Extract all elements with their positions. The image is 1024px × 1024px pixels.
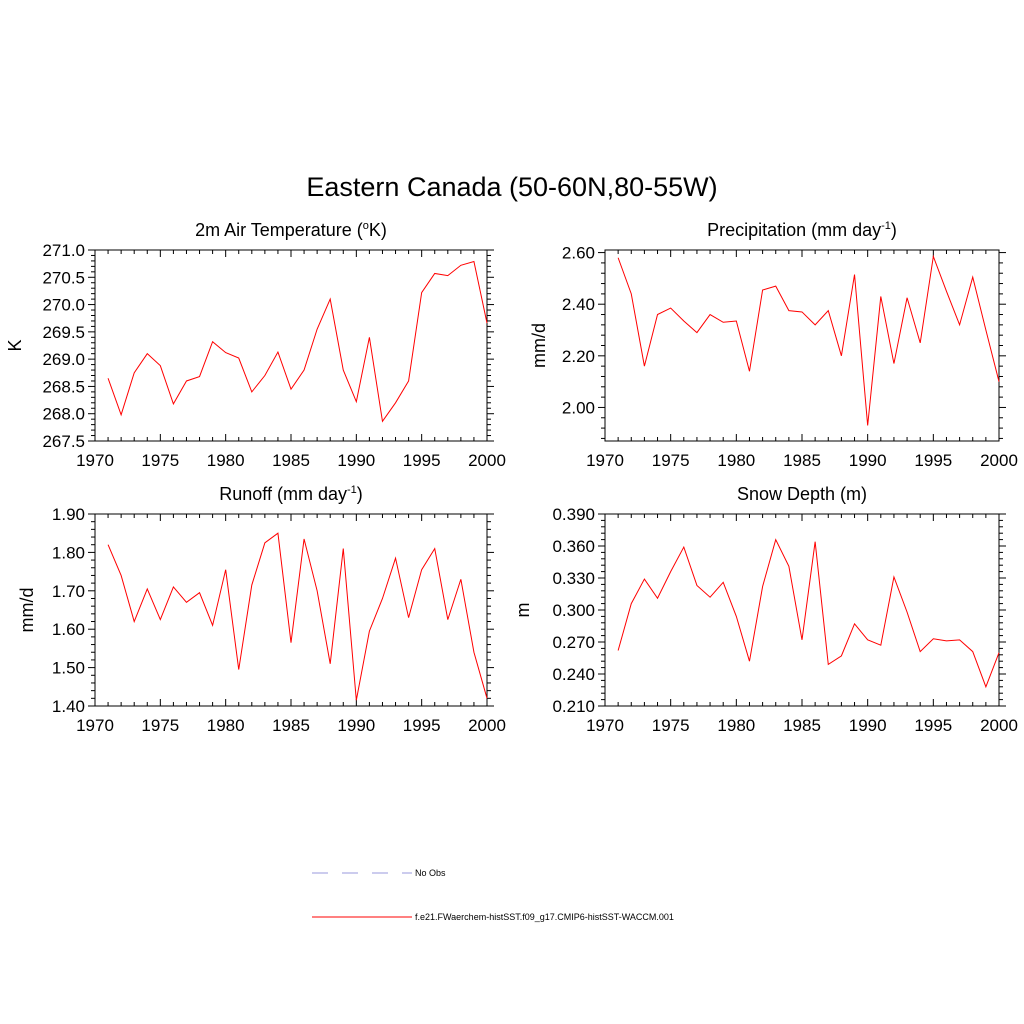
series-line [617, 254, 1000, 426]
legend-label-1: No Obs [415, 868, 446, 878]
series-line [107, 532, 488, 701]
x-tick-label: 2000 [980, 716, 1018, 735]
x-tick-label: 1980 [207, 451, 245, 470]
panel-title-text-end: ) [357, 484, 363, 504]
y-tick-label: 2.20 [562, 347, 595, 366]
y-tick-label: 1.50 [52, 659, 85, 678]
x-tick-label: 1990 [849, 716, 887, 735]
plot-frame [94, 513, 488, 707]
x-tick-label: 1995 [403, 716, 441, 735]
x-tick-label: 1985 [272, 451, 310, 470]
y-tick-label: 0.240 [552, 665, 595, 684]
x-tick-label: 1990 [849, 451, 887, 470]
x-tick-label: 1975 [652, 716, 690, 735]
figure-title: Eastern Canada (50-60N,80-55W) [306, 172, 717, 202]
x-tick-label: 1980 [717, 451, 755, 470]
x-tick-label: 1995 [914, 716, 952, 735]
panel-title-text: 2m Air Temperature ( [195, 220, 363, 240]
y-tick-label: 1.70 [52, 582, 85, 601]
y-tick-label: 270.0 [42, 296, 85, 315]
x-tick-label: 2000 [468, 716, 506, 735]
y-tick-label: 1.60 [52, 620, 85, 639]
panel-title-text: Precipitation (mm day [707, 220, 881, 240]
x-tick-label: 1970 [76, 451, 114, 470]
y-tick-label: 2.40 [562, 295, 595, 314]
panel-title: 2m Air Temperature (oK) [195, 220, 387, 240]
x-tick-label: 1980 [717, 716, 755, 735]
y-tick-label: 267.5 [42, 432, 85, 451]
y-tick-label: 270.5 [42, 268, 85, 287]
panels: 2m Air Temperature (oK) K 1970 1975 1980 1985… [5, 220, 1018, 735]
x-tick-label: 1990 [337, 451, 375, 470]
x-tick-label: 1985 [272, 716, 310, 735]
y-tick-label: 0.210 [552, 697, 595, 716]
y-tick-label: 268.5 [42, 377, 85, 396]
y-tick-label: 2.00 [562, 398, 595, 417]
x-tick-label: 1985 [783, 716, 821, 735]
y-axis-label: mm/d [17, 588, 37, 633]
x-tick-label: 1970 [76, 716, 114, 735]
y-tick-label: 271.0 [42, 241, 85, 260]
plot-frame [604, 249, 1000, 442]
y-tick-label: 0.270 [552, 633, 595, 652]
y-axis-label: K [5, 339, 25, 351]
y-tick-label: 0.390 [552, 505, 595, 524]
x-tick-label: 1975 [141, 451, 179, 470]
chart-panel-2: Precipitation (mm day-1) mm/d 1970 1975 1980… [529, 220, 1018, 470]
y-axis-label: m [513, 603, 533, 618]
chart-panel-4: Snow Depth (m) m 1970 1975 1980 1985 1990 1995 2… [513, 484, 1018, 735]
legend: No Obs f.e21.FWaerchem-histSST.f09_g17.CM… [312, 868, 674, 922]
y-tick-label: 269.5 [42, 323, 85, 342]
panel-title-superscript: -1 [347, 484, 357, 496]
y-tick-label: 0.360 [552, 537, 595, 556]
panel-title-text: Snow Depth (m) [737, 484, 867, 504]
x-tick-label: 1985 [783, 451, 821, 470]
y-tick-label: 1.40 [52, 697, 85, 716]
panel-title: Precipitation (mm day-1) [707, 220, 897, 240]
panel-title-superscript: o [363, 220, 369, 232]
panel-title-text-end: K) [369, 220, 387, 240]
y-tick-label: 0.330 [552, 569, 595, 588]
x-tick-label: 2000 [980, 451, 1018, 470]
plot-frame [94, 249, 488, 442]
x-tick-label: 1980 [207, 716, 245, 735]
panel-title-superscript: -1 [881, 220, 891, 232]
y-tick-label: 1.80 [52, 543, 85, 562]
legend-label-2: f.e21.FWaerchem-histSST.f09_g17.CMIP6-hi… [415, 912, 674, 922]
x-tick-label: 1970 [586, 716, 624, 735]
y-tick-label: 0.300 [552, 601, 595, 620]
y-tick-label: 2.60 [562, 244, 595, 263]
x-tick-label: 1990 [337, 716, 375, 735]
y-axis-label: mm/d [529, 323, 549, 368]
series-line [107, 260, 488, 423]
x-tick-label: 2000 [468, 451, 506, 470]
plot-frame [604, 513, 1000, 707]
series-line [617, 538, 1000, 689]
x-tick-label: 1995 [914, 451, 952, 470]
chart-panel-1: 2m Air Temperature (oK) K 1970 1975 1980 1985… [5, 220, 506, 470]
panel-title: Snow Depth (m) [737, 484, 867, 504]
panel-title-text-end: ) [891, 220, 897, 240]
x-tick-label: 1970 [586, 451, 624, 470]
x-tick-label: 1975 [141, 716, 179, 735]
y-tick-label: 268.0 [42, 405, 85, 424]
x-tick-label: 1995 [403, 451, 441, 470]
y-tick-label: 269.0 [42, 350, 85, 369]
panel-title-text: Runoff (mm day [219, 484, 347, 504]
chart-panel-3: Runoff (mm day-1) mm/d 1970 1975 1980 1985 199… [17, 484, 506, 735]
x-tick-label: 1975 [652, 451, 690, 470]
y-tick-label: 1.90 [52, 505, 85, 524]
panel-title: Runoff (mm day-1) [219, 484, 363, 504]
